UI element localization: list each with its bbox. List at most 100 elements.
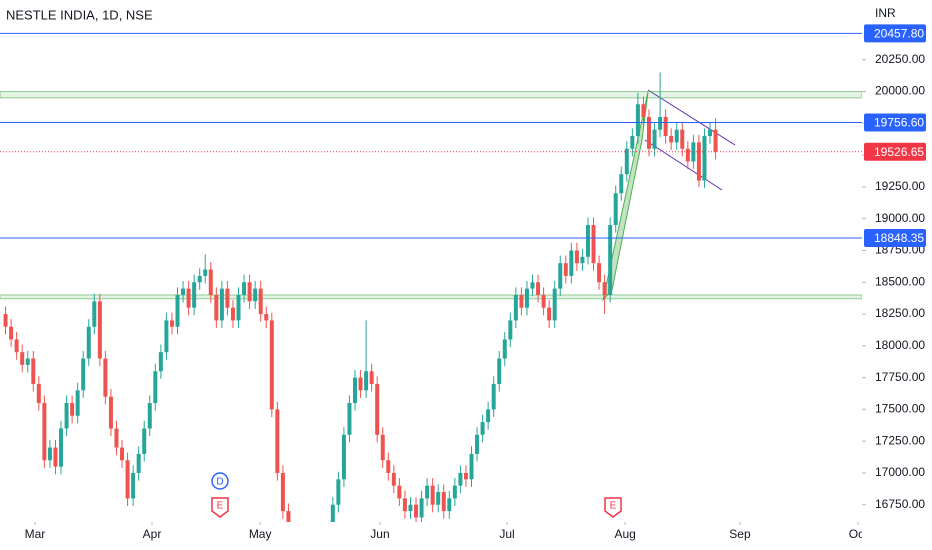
candle-body bbox=[524, 288, 529, 308]
candle-body bbox=[264, 314, 269, 321]
candle-body bbox=[208, 269, 213, 295]
x-tick-label: Jul bbox=[499, 527, 514, 541]
candle-body bbox=[247, 282, 252, 302]
candle-body bbox=[552, 288, 557, 321]
candle-body bbox=[608, 225, 613, 295]
event-marker[interactable]: E bbox=[211, 497, 229, 518]
candle-body bbox=[696, 142, 701, 181]
candle-body bbox=[131, 472, 136, 499]
y-tick-label: 18500.00 bbox=[875, 274, 925, 288]
candle-body bbox=[613, 193, 618, 226]
candle-body bbox=[186, 288, 191, 308]
candle-body bbox=[86, 326, 91, 359]
candle-body bbox=[142, 428, 147, 454]
candle-body bbox=[330, 504, 335, 522]
candle-body bbox=[219, 288, 224, 321]
candle-body bbox=[419, 498, 424, 518]
candle-body bbox=[635, 104, 640, 137]
candle-body bbox=[475, 434, 480, 454]
candle-body bbox=[153, 371, 158, 404]
candle-body bbox=[75, 390, 80, 416]
candle-body bbox=[536, 282, 541, 295]
candle-body bbox=[242, 282, 247, 295]
candle-body bbox=[9, 326, 14, 340]
x-tick-label: Aug bbox=[614, 527, 635, 541]
candle-body bbox=[397, 485, 402, 499]
candle-body bbox=[574, 250, 579, 264]
y-tick-label: 17500.00 bbox=[875, 402, 925, 416]
candle-body bbox=[597, 263, 602, 283]
price-label: 19526.65 bbox=[874, 145, 924, 159]
candle-body bbox=[364, 371, 369, 391]
y-tick-label: 19000.00 bbox=[875, 211, 925, 225]
candle-body bbox=[463, 472, 468, 480]
price-axis bbox=[862, 0, 932, 550]
candle-body bbox=[713, 129, 718, 152]
candle-body bbox=[497, 358, 502, 384]
price-label-box bbox=[864, 228, 926, 247]
y-tick-label: 20000.00 bbox=[875, 84, 925, 98]
candle-body bbox=[136, 453, 141, 473]
candle-body bbox=[42, 403, 47, 461]
price-label: 19756.60 bbox=[874, 116, 924, 130]
event-label: E bbox=[610, 501, 617, 512]
x-tick-label: May bbox=[249, 527, 272, 541]
candle-body bbox=[286, 511, 291, 522]
x-tick-label: Apr bbox=[143, 527, 162, 541]
candle-body bbox=[25, 358, 30, 365]
candle-body bbox=[513, 294, 518, 321]
candle-body bbox=[480, 422, 485, 435]
candle-body bbox=[175, 294, 180, 327]
channel-line bbox=[647, 89, 736, 146]
candle-body bbox=[380, 434, 385, 461]
candle-body bbox=[441, 492, 446, 512]
candle-body bbox=[81, 358, 86, 391]
candle-body bbox=[20, 352, 25, 365]
candle-body bbox=[569, 250, 574, 276]
candle-body bbox=[64, 403, 69, 429]
candle-body bbox=[663, 116, 668, 137]
y-tick-label: 17000.00 bbox=[875, 465, 925, 479]
candle-body bbox=[646, 116, 651, 149]
y-tick-label: 17750.00 bbox=[875, 370, 925, 384]
event-marker[interactable]: E bbox=[604, 497, 622, 518]
candle-body bbox=[452, 485, 457, 499]
price-label: 18848.35 bbox=[874, 231, 924, 245]
candle-body bbox=[53, 447, 58, 467]
candle-body bbox=[358, 377, 363, 391]
event-marker[interactable]: D bbox=[211, 472, 229, 490]
candle-body bbox=[708, 129, 713, 137]
candle-body bbox=[197, 275, 202, 283]
zone bbox=[0, 294, 862, 300]
candle-body bbox=[436, 492, 441, 505]
y-tick-label: 18250.00 bbox=[875, 306, 925, 320]
candle-body bbox=[275, 409, 280, 473]
y-tick-label: 16750.00 bbox=[875, 497, 925, 511]
candle-body bbox=[630, 136, 635, 149]
x-tick-label: Mar bbox=[25, 527, 46, 541]
y-tick-label: 17250.00 bbox=[875, 433, 925, 447]
candle-body bbox=[541, 294, 546, 308]
price-label-box bbox=[864, 142, 926, 161]
y-tick-label: 19250.00 bbox=[875, 179, 925, 193]
price-label: 20457.80 bbox=[874, 27, 924, 41]
candle-body bbox=[147, 403, 152, 429]
candle-body bbox=[591, 225, 596, 264]
candle-body bbox=[36, 383, 41, 404]
candle-body bbox=[502, 339, 507, 359]
candle-body bbox=[353, 377, 358, 404]
event-label: D bbox=[216, 477, 223, 488]
candle-body bbox=[214, 294, 219, 321]
candle-body bbox=[391, 472, 396, 486]
candle-body bbox=[558, 263, 563, 289]
candle-body bbox=[702, 136, 707, 181]
candle-body bbox=[563, 263, 568, 276]
candle-body bbox=[375, 383, 380, 435]
candle-body bbox=[158, 352, 163, 372]
candle-body bbox=[70, 403, 75, 416]
candle-body bbox=[347, 403, 352, 435]
y-tick-label: 20250.00 bbox=[875, 52, 925, 66]
candle-body bbox=[469, 453, 474, 480]
candle-body bbox=[120, 447, 125, 461]
